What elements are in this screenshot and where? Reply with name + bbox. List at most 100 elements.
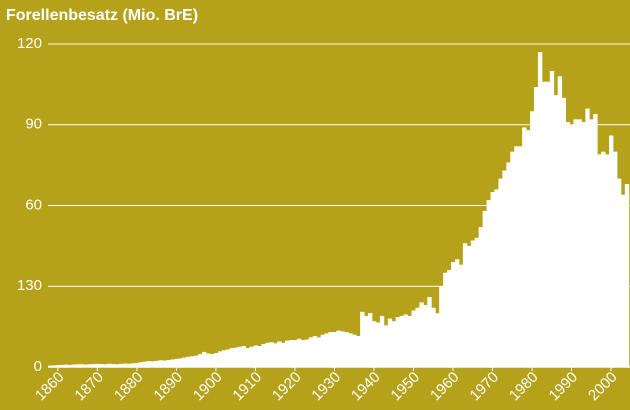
- bar: [443, 272, 448, 367]
- bar: [296, 338, 302, 367]
- bar: [518, 146, 523, 367]
- bar: [423, 305, 428, 367]
- bar: [316, 337, 322, 367]
- bar: [435, 313, 440, 367]
- bar: [249, 346, 254, 367]
- bar: [312, 336, 318, 367]
- y-tick-label: 120: [17, 35, 42, 52]
- bar: [111, 364, 116, 367]
- bar: [209, 354, 215, 367]
- bar: [261, 344, 266, 367]
- bar: [356, 336, 361, 367]
- bar: [620, 194, 626, 367]
- bar: [257, 346, 262, 367]
- bar: [245, 348, 250, 367]
- bar: [142, 361, 148, 367]
- bar: [514, 146, 519, 367]
- bar: [470, 240, 476, 367]
- bar: [585, 108, 590, 367]
- bar: [498, 178, 503, 367]
- bar: [454, 259, 460, 367]
- bar: [87, 364, 92, 367]
- bar: [399, 315, 405, 367]
- bar: [336, 330, 341, 367]
- bar: [371, 321, 377, 367]
- bar: [206, 353, 211, 367]
- bar: [506, 162, 511, 367]
- bar: [466, 245, 472, 367]
- bar: [221, 350, 227, 367]
- bar: [419, 302, 424, 367]
- bar: [530, 111, 535, 368]
- bar: [411, 310, 416, 367]
- bar: [158, 360, 163, 367]
- bar: [273, 343, 278, 367]
- bar: [522, 127, 527, 367]
- bar: [486, 200, 491, 367]
- bar: [99, 364, 104, 367]
- bar: [237, 346, 243, 367]
- bar: [55, 365, 61, 367]
- bar: [395, 317, 401, 367]
- bar: [537, 52, 543, 367]
- bar: [281, 342, 286, 367]
- bar: [348, 333, 353, 367]
- bar: [589, 119, 594, 367]
- bar: [478, 227, 484, 367]
- bar: [431, 307, 436, 367]
- bar: [352, 334, 357, 367]
- bar: [616, 178, 622, 367]
- bar: [119, 363, 124, 367]
- bar: [364, 315, 369, 367]
- bar: [451, 262, 456, 367]
- bar: [51, 365, 57, 367]
- bar: [502, 170, 507, 367]
- bar: [609, 135, 614, 367]
- bar: [285, 340, 290, 367]
- bar: [253, 345, 258, 367]
- bar: [127, 363, 132, 367]
- bar: [138, 362, 144, 367]
- bar: [225, 349, 231, 367]
- bar: [541, 81, 547, 367]
- bar: [407, 315, 412, 367]
- bar: [233, 347, 239, 367]
- y-tick-label: 60: [25, 196, 42, 213]
- bar: [328, 332, 333, 367]
- bar: [613, 151, 618, 367]
- chart-title: Forellenbesatz (Mio. BrE): [6, 7, 198, 24]
- bar: [241, 346, 246, 367]
- bar: [344, 332, 349, 367]
- bar: [269, 342, 274, 367]
- bar: [146, 361, 152, 367]
- bar: [427, 297, 432, 367]
- bar: [383, 325, 389, 367]
- bar: [289, 340, 294, 367]
- bar: [577, 119, 582, 367]
- bar: [292, 340, 298, 367]
- bar: [190, 356, 195, 367]
- bar: [340, 331, 345, 367]
- bar: [178, 358, 183, 367]
- bar: [217, 351, 223, 367]
- bar: [202, 351, 207, 367]
- bar: [474, 237, 480, 367]
- bar: [194, 355, 199, 367]
- bar: [186, 356, 191, 367]
- bar: [182, 357, 187, 367]
- y-tick-label: 0: [34, 358, 42, 375]
- bar: [79, 364, 84, 367]
- bar: [375, 322, 381, 367]
- bar: [549, 70, 555, 368]
- bar: [533, 87, 539, 368]
- bar: [581, 122, 586, 367]
- bar: [553, 95, 559, 368]
- y-tick-label: 90: [25, 116, 42, 133]
- bar: [95, 363, 100, 367]
- bar: [150, 361, 156, 367]
- bar: [605, 154, 610, 367]
- bar: [415, 307, 420, 367]
- bar: [593, 113, 598, 367]
- bar: [174, 358, 179, 367]
- bar: [510, 151, 515, 367]
